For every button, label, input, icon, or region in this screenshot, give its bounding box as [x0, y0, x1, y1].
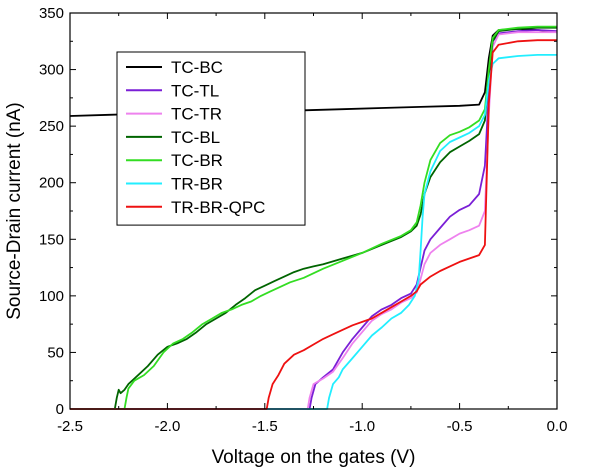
- legend-label: TC-TL: [171, 81, 219, 100]
- x-tick-label: -2.5: [57, 418, 83, 435]
- legend-label: TC-BL: [171, 128, 220, 147]
- legend-label: TC-BR: [171, 151, 223, 170]
- series-line-tr-br-qpc: [70, 39, 557, 410]
- x-tick-label: -0.5: [447, 418, 473, 435]
- series-line-tc-bl: [70, 26, 557, 410]
- x-tick-label: -1.5: [252, 418, 278, 435]
- legend-label: TR-BR-QPC: [171, 198, 265, 217]
- y-tick-label: 350: [39, 5, 64, 22]
- legend-label: TR-BR: [171, 175, 223, 194]
- x-tick-label: 0.0: [547, 418, 568, 435]
- y-tick-label: 250: [39, 118, 64, 135]
- legend-label: TC-TR: [171, 105, 222, 124]
- y-tick-label: 300: [39, 62, 64, 79]
- x-tick-label: -2.0: [154, 418, 180, 435]
- legend-box: [116, 51, 306, 226]
- y-tick-label: 100: [39, 288, 64, 305]
- axis-ticks: [69, 12, 558, 410]
- series-line-tr-br: [70, 54, 557, 410]
- y-tick-label: 50: [47, 344, 64, 361]
- tick-labels: -2.5 -2.0 -1.5 -1.0 -0.5 0.0 0 50 100 150 200 250 30…: [39, 5, 567, 435]
- series-line-tc-br: [70, 25, 557, 410]
- legend-label: TC-BC: [171, 58, 223, 77]
- plot-lines: [69, 25, 558, 410]
- x-tick-label: -1.0: [349, 418, 375, 435]
- x-axis-label: Voltage on the gates (V): [212, 447, 416, 468]
- legend: TC-BC TC-TL TC-TR TC-BL TC-BR TR-BR TR-BR-QPC: [116, 51, 306, 226]
- y-tick-label: 150: [39, 231, 64, 248]
- y-tick-label: 200: [39, 175, 64, 192]
- y-axis-label: Source-Drain current (nA): [4, 102, 25, 320]
- y-tick-label: 0: [56, 401, 64, 418]
